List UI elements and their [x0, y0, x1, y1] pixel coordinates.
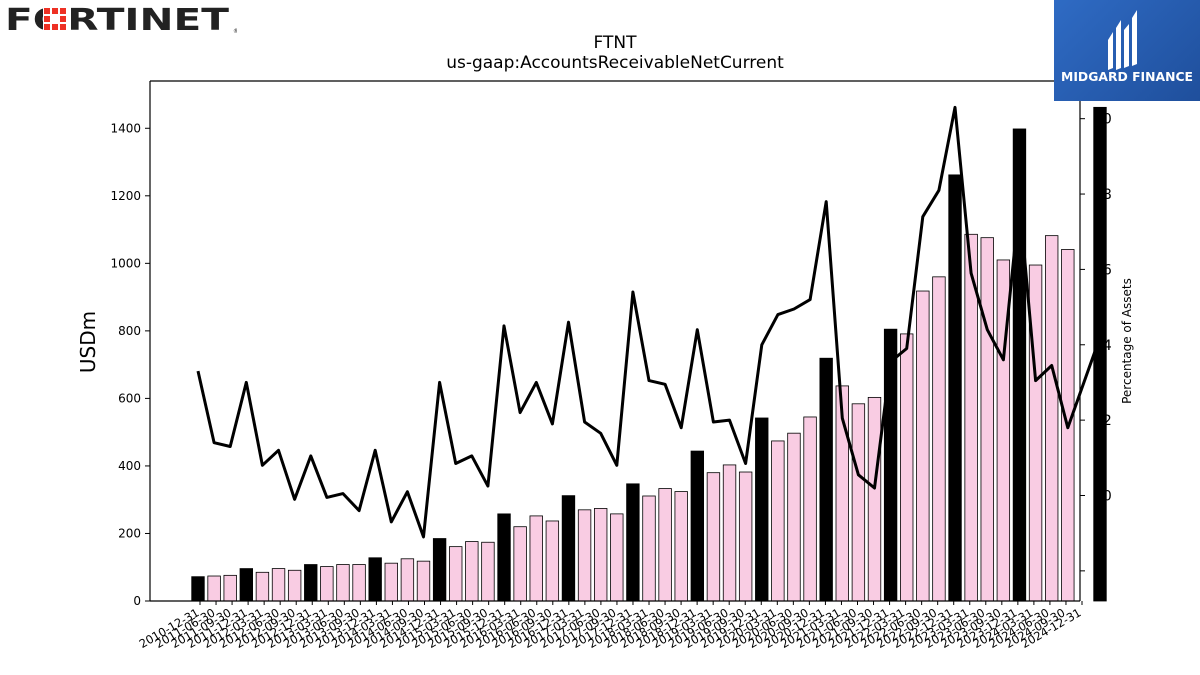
bar-2013-06-30 — [352, 564, 366, 602]
bar-2023-03-31 — [980, 237, 994, 602]
y-right-tick-label: 8 — [1094, 564, 1103, 580]
bar-2012-09-30 — [304, 564, 318, 602]
bar-2017-03-31 — [593, 508, 608, 602]
bar-2022-06-30 — [932, 276, 946, 602]
y-right-tick-label: 18 — [1094, 187, 1112, 203]
bar-2014-06-30 — [416, 560, 431, 602]
logo-emblem — [44, 8, 66, 30]
bar-2014-09-30 — [432, 538, 447, 602]
bar-2011-09-30 — [239, 568, 254, 602]
bar-2013-09-30 — [368, 557, 382, 602]
y-tick-label: 1000 — [110, 256, 141, 270]
bar-2014-12-31 — [449, 546, 463, 602]
bar-2022-03-31 — [916, 290, 930, 602]
bar-2021-03-31 — [851, 403, 866, 602]
bar-2019-03-31 — [722, 464, 737, 602]
bar-2012-03-31 — [271, 568, 286, 602]
bar-2018-06-30 — [674, 491, 688, 602]
bar-2015-09-30 — [497, 513, 511, 602]
y-tick-label: 400 — [118, 459, 141, 473]
bar-2014-03-31 — [400, 558, 415, 602]
y-right-tick-label: 10 — [1094, 488, 1112, 504]
chart-subtitle: us-gaap:AccountsReceivableNetCurrent — [446, 53, 784, 73]
y-tick-label: 600 — [118, 391, 141, 405]
bar-2012-12-31 — [320, 566, 334, 602]
bar-2017-09-30 — [626, 483, 640, 602]
bar-2013-12-31 — [384, 562, 398, 602]
y-right-tick-label: 14 — [1094, 338, 1112, 354]
bar-2019-06-30 — [738, 471, 753, 602]
y-tick-label: 1200 — [110, 189, 141, 203]
y-axis-label: USDm — [76, 311, 100, 373]
y-right-tick-label: 12 — [1094, 413, 1112, 429]
bar-2018-09-30 — [690, 450, 705, 602]
logo-wordmark: FORTINET — [5, 4, 230, 34]
y-tick-label: 1400 — [110, 121, 141, 135]
bar-2015-03-31 — [465, 541, 479, 602]
bar-2020-06-30 — [803, 416, 817, 602]
y-tick-label: 0 — [133, 594, 141, 608]
bar-2024-12-31 — [1093, 106, 1107, 602]
bar-2013-03-31 — [336, 564, 350, 602]
bar-2011-06-30 — [223, 574, 237, 602]
midgard-emblem-icon — [1108, 10, 1137, 70]
bar-2015-12-31 — [513, 526, 527, 602]
bar-2020-03-31 — [787, 432, 801, 602]
bar-2011-03-31 — [207, 575, 221, 602]
bar-2017-12-31 — [642, 495, 656, 602]
bar-2016-03-31 — [529, 515, 543, 602]
y-right-tick-label: 20 — [1094, 112, 1112, 128]
bar-2024-03-31 — [1044, 235, 1059, 602]
bar-2017-06-30 — [610, 513, 624, 602]
bar-2018-12-31 — [706, 472, 721, 602]
bar-2016-09-30 — [561, 495, 576, 602]
bar-2010-12-31 — [191, 576, 205, 602]
bar-2022-09-30 — [948, 174, 962, 602]
fortinet-logo: FORTINET ® — [5, 3, 239, 38]
chart-title: FTNT — [594, 33, 638, 53]
bar-2015-06-30 — [481, 541, 495, 602]
bar-2020-09-30 — [819, 357, 833, 602]
bar-2019-09-30 — [755, 417, 769, 602]
bar-2021-12-31 — [900, 333, 914, 602]
bar-2016-12-31 — [577, 509, 592, 602]
percentage-line — [196, 105, 1102, 539]
bar-2018-03-31 — [658, 488, 672, 602]
bar-2019-12-31 — [771, 440, 785, 602]
midgard-finance-logo: MIDGARD FINANCE — [1054, 0, 1200, 101]
bar-2012-06-30 — [287, 569, 302, 602]
bar-2016-06-30 — [545, 520, 560, 602]
bar-2023-09-30 — [1012, 128, 1027, 602]
y-tick-label: 800 — [118, 324, 141, 338]
y-tick-label: 200 — [118, 526, 141, 540]
y-right-tick-label: 16 — [1094, 262, 1112, 278]
y-axis-right-label: Percentage of Assets — [1120, 278, 1134, 404]
partner-name: MIDGARD FINANCE — [1061, 70, 1193, 84]
svg-text:®: ® — [233, 28, 237, 34]
bar-2021-06-30 — [867, 396, 882, 602]
bar-2011-12-31 — [255, 571, 270, 602]
